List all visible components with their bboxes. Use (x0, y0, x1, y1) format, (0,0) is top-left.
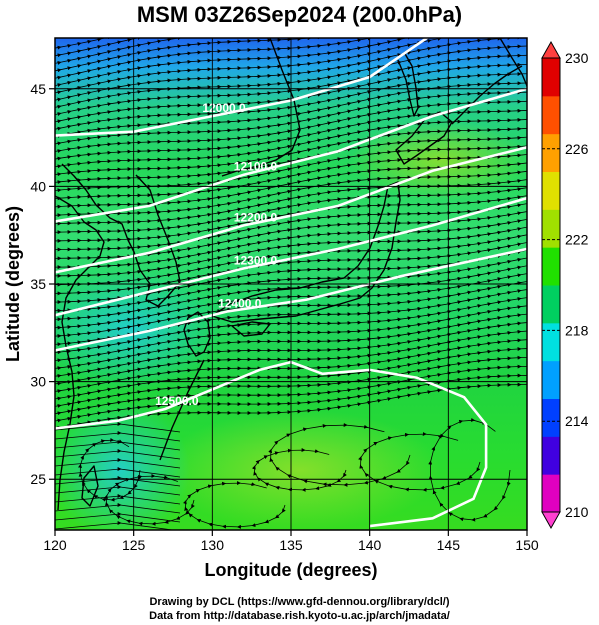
streamline (55, 439, 181, 451)
streamline (55, 457, 181, 469)
x-tick-label: 130 (201, 537, 225, 553)
colorbar-frame (541, 57, 561, 513)
colorbar-segment (542, 95, 560, 135)
streamline (55, 511, 181, 523)
lat-lon-grid (55, 38, 527, 530)
colorbar-tick-label: 218 (565, 322, 589, 338)
streamline (55, 493, 181, 505)
streamline (55, 421, 181, 433)
colorbar-tick-label: 230 (565, 50, 589, 66)
colorbar-tick-label: 210 (565, 504, 589, 520)
colorbar-tick-label: 222 (565, 232, 589, 248)
colorbar-segment (542, 285, 560, 324)
wind-streamlines (55, 38, 527, 530)
x-tick-label: 140 (358, 537, 382, 553)
x-axis: 120 125 130 135 140 145 150 (43, 530, 539, 553)
colorbar-tick-label: 226 (565, 141, 589, 157)
streamline (55, 382, 527, 430)
y-axis-label: Latitude (degrees) (3, 206, 23, 362)
contour-label: 12300.0 (234, 253, 278, 267)
y-axis: 25 30 35 40 45 (30, 81, 55, 487)
colorbar-max-arrow (541, 40, 561, 59)
streamline-eddy (251, 448, 347, 492)
y-tick-label: 40 (30, 178, 46, 194)
colorbar-segment (542, 474, 560, 513)
x-tick-label: 120 (43, 537, 67, 553)
streamline (55, 430, 181, 442)
x-axis-label: Longitude (degrees) (204, 560, 377, 580)
x-tick-label: 125 (122, 537, 146, 553)
x-tick-label: 150 (515, 537, 539, 553)
credit-drawing: Drawing by DCL (https://www.gfd-dennou.o… (149, 596, 450, 608)
colorbar-segment (542, 133, 560, 172)
colorbar-segment (542, 58, 560, 97)
x-tick-label: 135 (279, 537, 303, 553)
streamline-eddy (78, 437, 142, 502)
colorbar-segment (542, 247, 560, 286)
colorbar-segment (542, 398, 560, 437)
map-title: MSM 03Z26Sep2024 (200.0hPa) (136, 2, 463, 27)
streamline (55, 475, 181, 487)
contour-label: 12000.0 (202, 101, 246, 115)
streamline (55, 466, 181, 478)
contour-label: 12400.0 (218, 296, 262, 310)
colorbar-min-arrow (541, 511, 561, 530)
colorbar: 210 214 218 222 226 230 (541, 40, 589, 530)
streamline (55, 484, 181, 496)
y-tick-label: 45 (30, 81, 46, 97)
streamline (55, 520, 176, 530)
colorbar-segment (542, 436, 560, 475)
contour-label: 12100.0 (234, 160, 278, 174)
colorbar-segment (542, 209, 560, 248)
warm-region (160, 410, 440, 530)
height-contour (55, 38, 430, 137)
credit-data: Data from http://database.rish.kyoto-u.a… (149, 610, 450, 622)
colorbar-segment (542, 171, 560, 210)
contour-label: 12200.0 (234, 210, 278, 224)
map-plot-area: 12000.0 12100.0 12200.0 12300.0 12400.0 12500… (55, 38, 527, 530)
streamline-eddy (428, 417, 511, 522)
y-tick-label: 35 (30, 276, 46, 292)
y-tick-label: 25 (30, 471, 46, 487)
contour-label: 12500.0 (155, 394, 199, 408)
streamline (55, 502, 181, 514)
y-tick-label: 30 (30, 374, 46, 390)
streamline (55, 448, 181, 460)
colorbar-segment (542, 322, 560, 362)
colorbar-tick-label: 214 (565, 413, 589, 429)
colorbar-segment (542, 360, 560, 399)
x-tick-label: 145 (437, 537, 461, 553)
